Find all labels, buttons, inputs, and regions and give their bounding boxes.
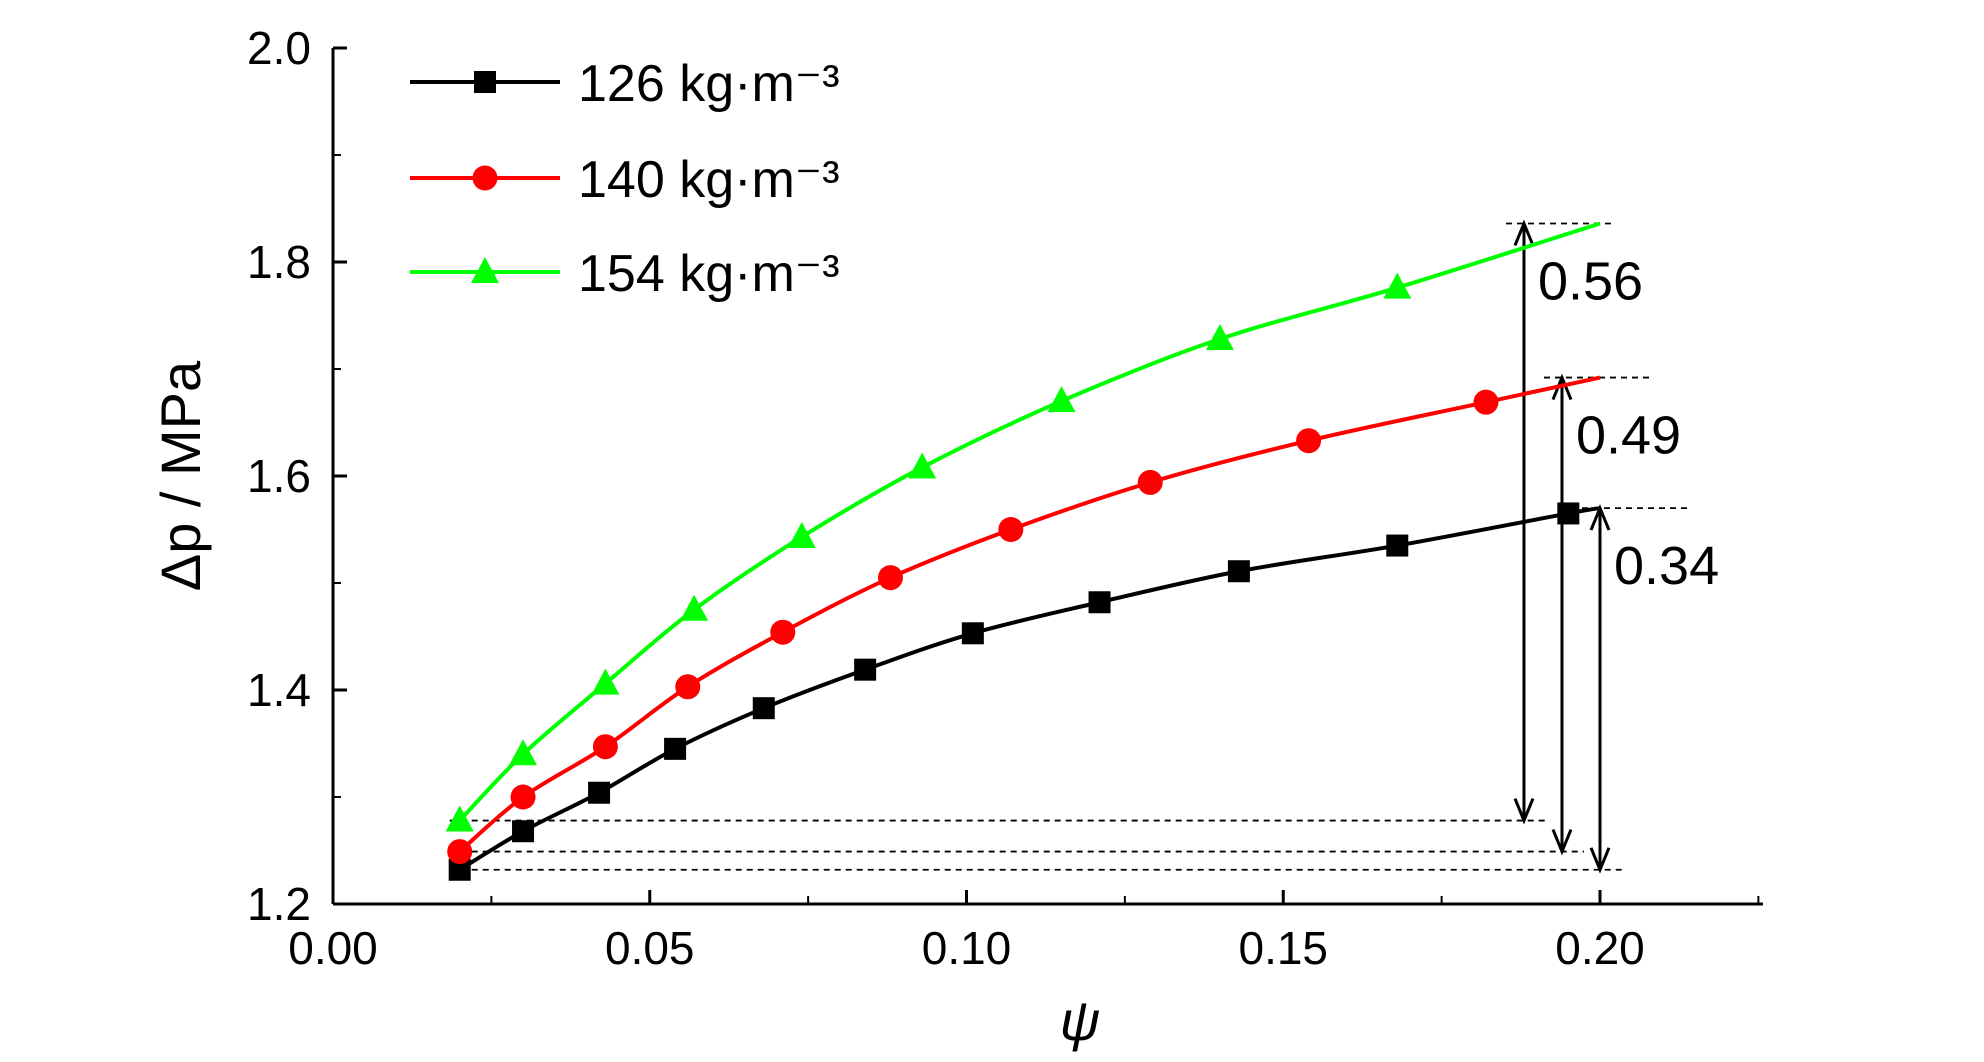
arrow-head-down bbox=[1551, 829, 1573, 856]
data-point bbox=[471, 257, 499, 283]
data-point bbox=[510, 784, 536, 810]
series-1 bbox=[447, 375, 1601, 865]
legend-item: 154 kg·m⁻³ bbox=[410, 245, 840, 303]
series-0 bbox=[448, 502, 1601, 881]
data-point bbox=[680, 594, 709, 621]
data-point bbox=[787, 521, 816, 548]
data-point bbox=[1557, 502, 1580, 525]
data-point bbox=[961, 622, 984, 645]
legend-item: 140 kg·m⁻³ bbox=[410, 151, 840, 209]
legend: 126 kg·m⁻³ 140 kg·m⁻³ 154 kg·m⁻³ bbox=[410, 55, 840, 303]
series-line bbox=[458, 375, 1601, 854]
data-point bbox=[854, 658, 877, 681]
y-tick-label: 1.4 bbox=[247, 664, 311, 716]
x-tick-label: 0.05 bbox=[605, 922, 695, 974]
data-point bbox=[474, 71, 496, 93]
difference-label: 0.49 bbox=[1576, 406, 1681, 466]
annotations: 0.56 0.49 0.34 bbox=[449, 219, 1719, 874]
data-point bbox=[752, 697, 775, 720]
data-point bbox=[472, 165, 498, 191]
y-axis-title: Δp / MPa bbox=[149, 360, 212, 591]
data-point bbox=[592, 734, 618, 760]
data-point bbox=[448, 858, 471, 881]
data-point bbox=[1296, 428, 1322, 454]
data-point bbox=[908, 452, 937, 479]
data-point bbox=[512, 820, 535, 843]
series-layer bbox=[445, 221, 1601, 881]
data-point bbox=[588, 781, 611, 804]
arrow-head-up bbox=[1551, 373, 1573, 401]
y-tick-label: 2.0 bbox=[247, 22, 311, 74]
y-tick-label: 1.6 bbox=[247, 450, 311, 502]
series-2 bbox=[445, 221, 1601, 832]
arrow-head-down bbox=[1589, 847, 1611, 874]
data-point bbox=[591, 668, 620, 695]
data-point bbox=[447, 839, 473, 865]
x-tick-label: 0.10 bbox=[922, 922, 1012, 974]
data-point bbox=[1473, 389, 1499, 415]
legend-label: 126 kg·m⁻³ bbox=[578, 55, 840, 113]
arrow-head-up bbox=[1513, 219, 1535, 247]
data-point bbox=[675, 674, 701, 700]
difference-label: 0.56 bbox=[1538, 251, 1643, 311]
y-tick-label: 1.2 bbox=[247, 878, 311, 930]
series-line bbox=[458, 506, 1601, 872]
data-point bbox=[877, 565, 903, 591]
data-point bbox=[998, 517, 1024, 542]
data-point bbox=[1227, 560, 1250, 583]
y-tick-label: 1.8 bbox=[247, 236, 311, 288]
legend-item: 126 kg·m⁻³ bbox=[410, 55, 840, 113]
data-point bbox=[1047, 386, 1076, 413]
legend-label: 154 kg·m⁻³ bbox=[578, 245, 840, 303]
data-point bbox=[445, 805, 474, 832]
data-point bbox=[1383, 272, 1412, 299]
difference-label: 0.34 bbox=[1614, 536, 1719, 596]
arrow-head-down bbox=[1513, 797, 1535, 825]
data-point bbox=[1137, 469, 1163, 495]
legend-label: 140 kg·m⁻³ bbox=[578, 151, 840, 209]
x-axis-title: ψ bbox=[1060, 989, 1101, 1052]
x-tick-label: 0.00 bbox=[288, 922, 378, 974]
x-tick-label: 0.20 bbox=[1555, 922, 1645, 974]
x-tick-label: 0.15 bbox=[1238, 922, 1328, 974]
data-point bbox=[770, 619, 796, 645]
data-point bbox=[509, 739, 538, 766]
data-point bbox=[1205, 324, 1234, 351]
data-point bbox=[1386, 534, 1409, 557]
ticks: 0.00 0.05 0.10 0.15 0.20 1.2 1.4 1.6 1.8 2.0 bbox=[247, 22, 1760, 974]
data-point bbox=[1088, 591, 1111, 614]
data-point bbox=[664, 737, 687, 760]
